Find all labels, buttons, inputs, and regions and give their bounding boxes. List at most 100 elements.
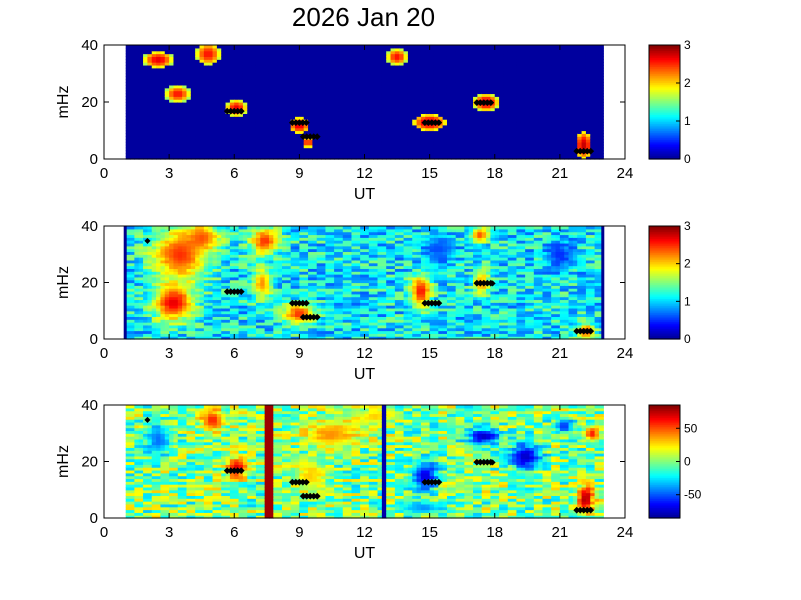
heatmap-cell — [203, 153, 209, 157]
heatmap-cell — [238, 84, 244, 89]
heatmap-cell — [147, 47, 153, 52]
heatmap-cell — [373, 136, 379, 140]
heatmap-cell — [225, 139, 231, 143]
heatmap-cell — [364, 153, 370, 157]
heatmap-cell — [312, 121, 318, 126]
heatmap-cell — [282, 64, 287, 69]
heatmap-cell — [403, 67, 409, 72]
heatmap-cell — [303, 73, 309, 77]
heatmap-cell — [407, 53, 413, 57]
heatmap-cell — [308, 56, 313, 60]
heatmap-cell — [338, 87, 344, 92]
heatmap-cell — [273, 130, 279, 134]
heatmap-cell — [190, 119, 196, 123]
heatmap-cell — [373, 62, 379, 66]
heatmap-cell — [173, 113, 179, 117]
heatmap-cell — [229, 76, 235, 80]
heatmap-cell — [264, 87, 270, 92]
heatmap-cell — [169, 136, 175, 140]
heatmap-cell — [321, 67, 327, 72]
heatmap-cell — [329, 116, 335, 120]
heatmap-cell — [299, 62, 305, 66]
heatmap-cell — [164, 156, 170, 160]
heatmap-cell — [373, 64, 379, 69]
heatmap-cell — [195, 84, 201, 89]
heatmap-cell — [342, 136, 348, 140]
heatmap-cell — [242, 96, 248, 100]
heatmap-cell — [238, 130, 244, 134]
heatmap-cell — [234, 124, 240, 129]
heatmap-cell — [325, 62, 331, 66]
heatmap-cell — [212, 79, 218, 83]
heatmap-cell — [308, 130, 313, 134]
heatmap-cell — [416, 133, 422, 137]
heatmap-cell — [229, 127, 235, 132]
heatmap-cell — [347, 59, 353, 63]
heatmap-cell — [299, 150, 305, 154]
heatmap-cell — [255, 67, 261, 72]
heatmap-cell — [286, 102, 292, 106]
heatmap-cell — [399, 84, 405, 89]
heatmap-cell — [386, 139, 392, 143]
heatmap-cell — [216, 93, 222, 97]
heatmap-cell — [290, 102, 296, 106]
heatmap-cell — [242, 99, 248, 103]
heatmap-cell — [334, 150, 340, 154]
heatmap-cell — [277, 110, 283, 114]
heatmap-cell — [308, 133, 313, 137]
heatmap-cell — [268, 67, 274, 72]
heatmap-cell — [286, 139, 292, 143]
heatmap-cell — [203, 144, 209, 149]
heatmap-cell — [147, 113, 153, 117]
heatmap-cell — [360, 104, 366, 109]
heatmap-cell — [143, 53, 149, 57]
heatmap-cell — [312, 93, 318, 97]
heatmap-cell — [173, 76, 179, 80]
heatmap-cell — [156, 104, 162, 109]
heatmap-cell — [134, 47, 140, 52]
heatmap-cell — [316, 53, 322, 57]
heatmap-cell — [499, 45, 505, 49]
heatmap-cell — [403, 70, 409, 75]
heatmap-cell — [381, 116, 387, 120]
heatmap-cell — [416, 107, 422, 112]
heatmap-cell — [364, 70, 370, 75]
heatmap-cell — [260, 90, 266, 95]
heatmap-cell — [303, 127, 309, 132]
heatmap-cell — [308, 99, 313, 103]
heatmap-cell — [364, 45, 370, 49]
heatmap-cell — [251, 96, 257, 100]
heatmap-cell — [286, 116, 292, 120]
heatmap-cell — [173, 79, 179, 83]
heatmap-cell — [234, 113, 240, 117]
heatmap-cell — [303, 47, 309, 52]
heatmap-cell — [420, 156, 426, 160]
heatmap-cell — [403, 127, 409, 132]
heatmap-cell — [130, 150, 135, 154]
heatmap-cell — [277, 156, 283, 160]
heatmap-cell — [251, 110, 257, 114]
heatmap-cell — [147, 107, 153, 112]
heatmap-cells — [125, 45, 604, 160]
heatmap-cell — [390, 84, 396, 89]
heatmap-cell — [221, 84, 227, 89]
heatmap-cell — [277, 139, 283, 143]
heatmap-cell — [229, 59, 235, 63]
x-axis-label: UT — [354, 186, 376, 203]
heatmap-cell — [151, 59, 157, 63]
heatmap-cell — [229, 144, 235, 149]
heatmap-cell — [399, 76, 405, 80]
heatmap-cell — [416, 73, 422, 77]
heatmap-cell — [177, 76, 183, 80]
heatmap-cell — [282, 67, 287, 72]
heatmap-cell — [303, 102, 309, 106]
heatmap-cell — [242, 90, 248, 95]
heatmap-cell — [143, 76, 149, 80]
heatmap-cell — [347, 76, 353, 80]
heatmap-cell — [386, 53, 392, 57]
heatmap-cell — [216, 104, 222, 109]
heatmap-cell — [399, 67, 405, 72]
heatmap-cell — [221, 93, 227, 97]
heatmap-cell — [164, 107, 170, 112]
heatmap-cell — [381, 79, 387, 83]
